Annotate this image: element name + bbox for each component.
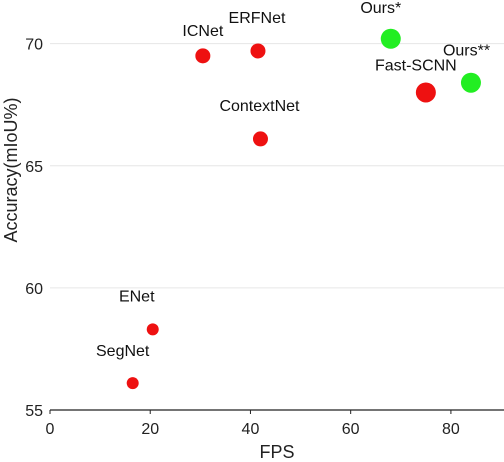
y-axis-title: Accuracy(mIoU%) [1,97,21,242]
grid-lines [50,43,504,289]
x-tick-label: 60 [342,421,360,438]
point-ours- [380,28,401,49]
point-label: ContextNet [219,98,300,115]
point-label: Fast-SCNN [375,57,457,74]
x-tick-label: 80 [442,421,460,438]
x-tick-label: 20 [141,421,159,438]
x-tick-label: 40 [242,421,260,438]
point-fast-scnn [415,82,436,103]
y-tick-label: 55 [25,403,43,420]
x-tick-label: 0 [46,421,55,438]
point-label: ICNet [182,23,223,40]
point-enet [146,323,159,336]
point-ours- [460,72,481,93]
x-axis-title: FPS [259,442,294,462]
point-segnet [126,377,139,390]
point-label: Ours** [443,43,490,60]
point-label: Ours* [360,0,401,17]
point-label: ENet [119,288,155,305]
x-axis-ticks: 0 20 40 60 80 [46,410,460,438]
point-labels: ICNet ERFNet ContextNet Fast-SCNN Ours* Ours*… [96,0,490,360]
point-label: SegNet [96,343,150,360]
point-label: ERFNet [229,10,286,27]
point-contextnet [252,131,268,147]
y-axis-ticks: 55 60 65 70 [25,37,43,420]
y-tick-label: 60 [25,281,43,298]
y-tick-label: 65 [25,159,43,176]
point-icnet [195,48,211,64]
y-tick-label: 70 [25,37,43,54]
point-erfnet [250,43,266,59]
data-points [126,28,481,390]
